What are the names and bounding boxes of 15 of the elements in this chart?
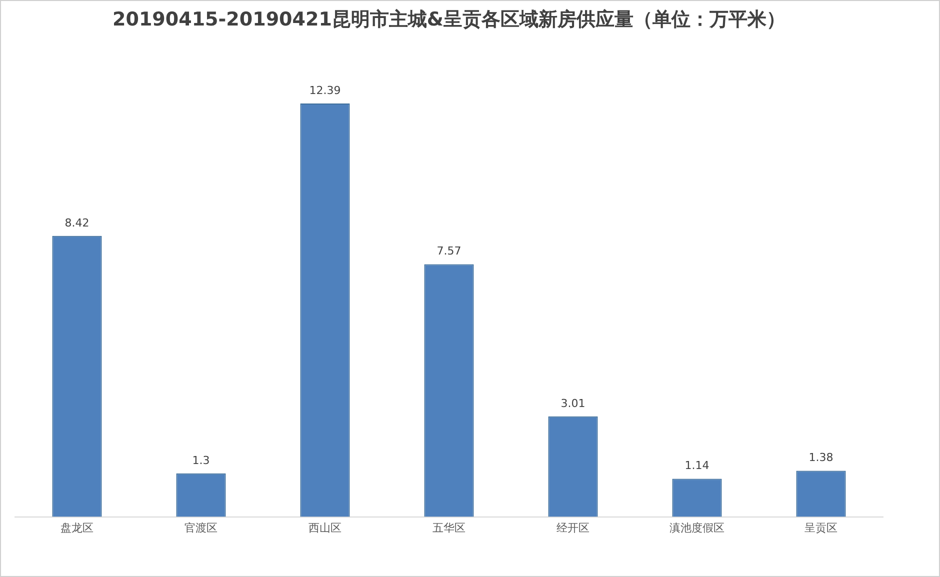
data-label: 1.38 bbox=[808, 451, 834, 464]
data-label: 1.14 bbox=[684, 459, 710, 472]
x-tick-label: 呈贡区 bbox=[804, 521, 838, 534]
chart-title: 20190415-20190421昆明市主城&呈贡各区域新房供应量（单位：万平米） bbox=[112, 8, 786, 30]
x-tick-label: 官渡区 bbox=[184, 521, 218, 534]
x-tick-label: 西山区 bbox=[308, 521, 342, 534]
data-label: 8.42 bbox=[64, 216, 90, 230]
x-tick-label: 五华区 bbox=[432, 521, 466, 534]
data-label: 12.39 bbox=[309, 84, 341, 97]
x-tick-label: 盘龙区 bbox=[60, 521, 94, 534]
x-tick-label: 滇池度假区 bbox=[670, 521, 724, 534]
data-label: 7.57 bbox=[436, 244, 462, 258]
data-label: 3.01 bbox=[560, 396, 586, 410]
x-tick-label: 经开区 bbox=[556, 521, 590, 534]
data-label: 1.3 bbox=[192, 454, 210, 467]
